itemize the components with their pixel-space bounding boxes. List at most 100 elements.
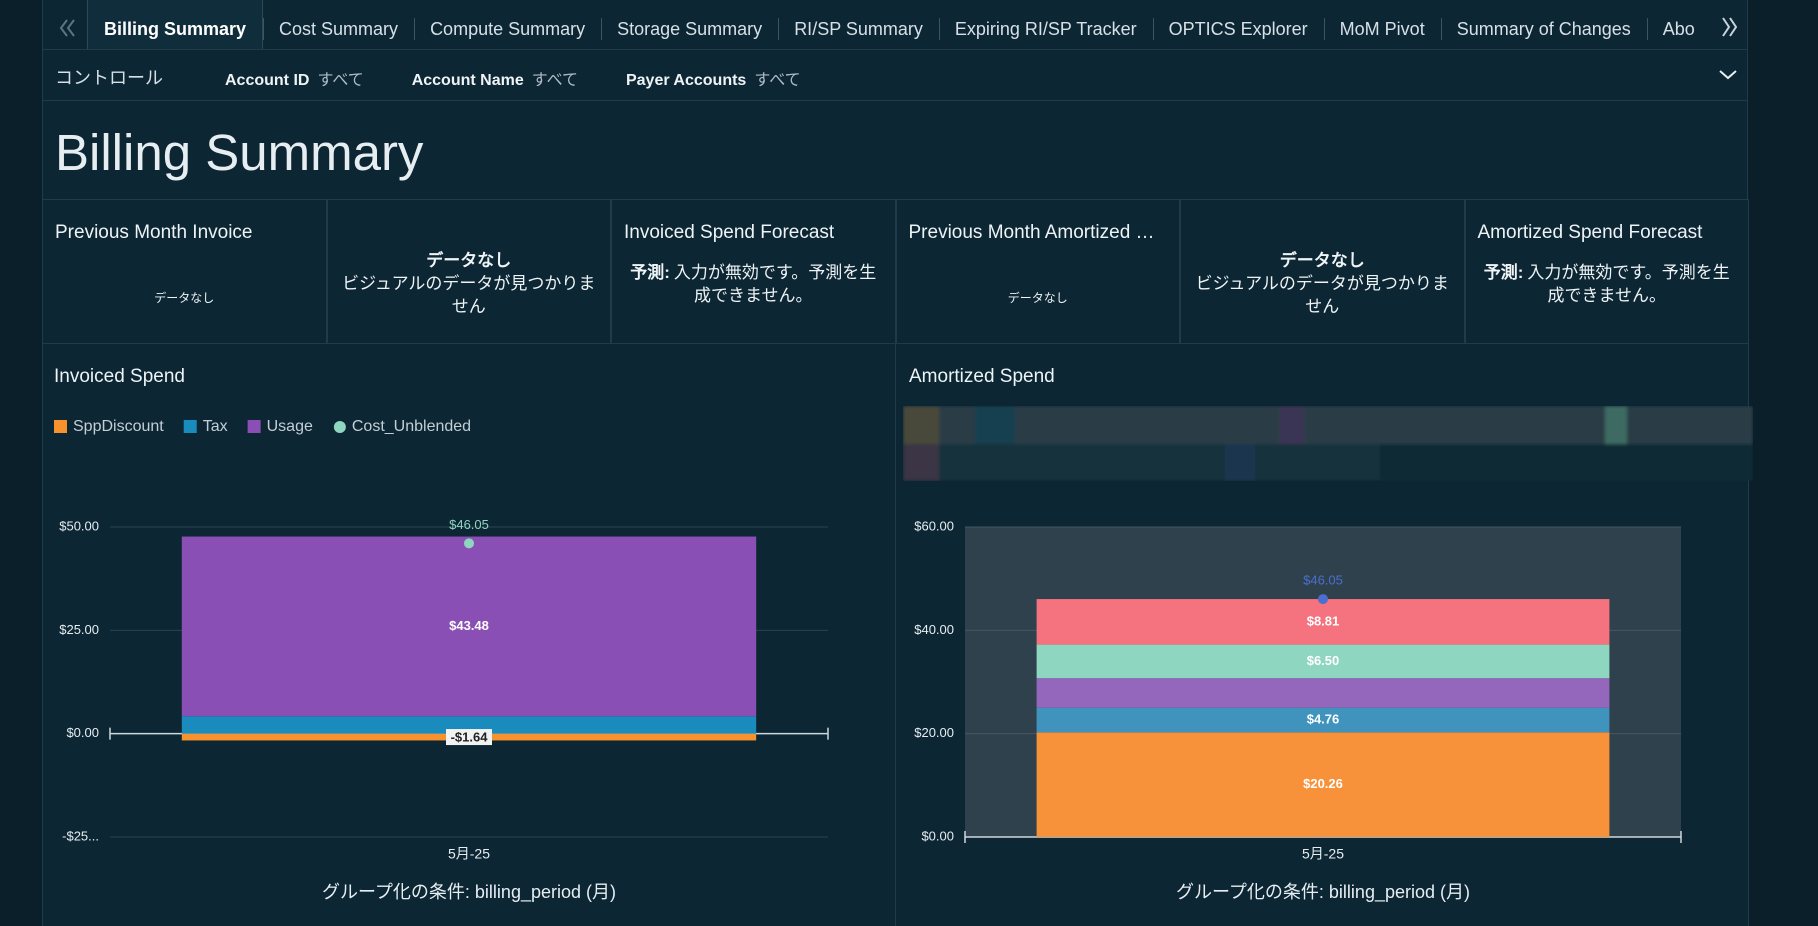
expand-controls[interactable] xyxy=(1713,60,1743,90)
bar-segment xyxy=(1036,644,1610,679)
tab[interactable]: OPTICS Explorer xyxy=(1152,0,1324,49)
x-tick-label: 5月-25 xyxy=(448,846,490,862)
data-label: $8.81 xyxy=(1307,613,1340,628)
kpi-body: 予測: 入力が無効です。予測を生成できません。 xyxy=(1476,224,1739,343)
tab[interactable]: Cost Summary xyxy=(263,0,414,49)
bar-segment xyxy=(1036,599,1610,645)
legend-swatch xyxy=(333,421,346,433)
kpi-label: 予測: xyxy=(1483,262,1524,282)
tab[interactable]: Storage Summary xyxy=(601,0,778,49)
kpi-message: 入力が無効です。予測を生成できません。 xyxy=(1527,262,1730,305)
tab[interactable]: Compute Summary xyxy=(414,0,601,49)
kpi-body: データなしビジュアルのデータが見つかりません xyxy=(1191,224,1454,343)
kpi-card: データなしビジュアルのデータが見つかりません xyxy=(326,199,611,344)
data-label: $6.50 xyxy=(1307,653,1340,668)
filter[interactable]: Account ID すべて xyxy=(225,66,364,90)
kpi-title: Previous Month Invoice xyxy=(55,222,253,243)
data-label: $46.05 xyxy=(449,517,489,532)
kpi-heading: データなし xyxy=(1279,251,1365,270)
kpi-card: Amortized Spend Forecast 予測: 入力が無効です。予測を生成… xyxy=(1464,199,1749,344)
data-label: $46.05 xyxy=(1303,573,1343,588)
y-tick-label: $0.00 xyxy=(921,828,954,843)
bar-segment xyxy=(181,716,757,734)
kpi-message: ビジュアルのデータが見つかりません xyxy=(342,274,596,316)
sheet-title-panel: Billing Summary xyxy=(42,100,1748,200)
line-point xyxy=(464,538,474,549)
kpi-body: データなし xyxy=(907,224,1170,343)
tab[interactable]: Summary of Changes xyxy=(1440,0,1647,49)
data-label: $20.26 xyxy=(1303,776,1343,791)
filter-name: Account Name xyxy=(411,72,524,89)
legend-label: Tax xyxy=(203,418,228,435)
y-tick-label: -$25... xyxy=(62,828,99,843)
y-tick-label: $20.00 xyxy=(914,725,954,740)
legend-label: Usage xyxy=(267,418,313,435)
chart-title: Amortized Spend xyxy=(909,366,1055,387)
bar-segment xyxy=(1036,678,1610,708)
tab[interactable]: RI/SP Summary xyxy=(778,0,939,49)
legend-label: Cost_Unblended xyxy=(352,418,471,435)
kpi-card: Invoiced Spend Forecast 予測: 入力が無効です。予測を生成で… xyxy=(611,199,896,344)
sheet-title: Billing Summary xyxy=(55,124,424,181)
x-axis-title: グループ化の条件: billing_period (月) xyxy=(322,882,616,903)
scroll-right[interactable] xyxy=(1707,0,1747,49)
data-label-bg xyxy=(446,729,492,746)
kpi-forecast: 予測: 入力が無効です。予測を生成できません。 xyxy=(622,261,885,307)
kpi-label: 予測: xyxy=(630,262,670,282)
controls-label[interactable]: コントロール xyxy=(55,68,163,88)
chart-title: Invoiced Spend xyxy=(54,366,185,387)
y-tick-label: $60.00 xyxy=(914,518,954,533)
bar-segment xyxy=(1036,707,1610,733)
filters: Account ID すべて Account Name すべて Payer Accoun… xyxy=(225,66,801,90)
x-tick-label: 5月-25 xyxy=(1302,846,1344,862)
kpi-card: データなしビジュアルのデータが見つかりません xyxy=(1180,199,1465,344)
legend-swatch xyxy=(247,420,261,433)
filter-value: すべて xyxy=(317,72,364,89)
legend-label: SppDiscount xyxy=(73,418,164,435)
legend-swatch xyxy=(54,420,67,433)
y-tick-label: $0.00 xyxy=(66,725,99,740)
legend-swatch xyxy=(183,420,197,433)
data-label: $4.76 xyxy=(1307,711,1340,726)
filter-name: Account ID xyxy=(225,72,310,89)
kpi-card: Previous Month Invoice データなし xyxy=(42,199,327,344)
kpi-message: データなし xyxy=(154,291,215,305)
x-axis-title: グループ化の条件: billing_period (月) xyxy=(1176,882,1470,903)
data-label: $43.48 xyxy=(449,618,489,633)
kpi-body: データなし xyxy=(53,224,316,343)
kpi-heading: データなし xyxy=(426,251,512,270)
kpi-row: Previous Month Invoice データなし データなし ビジュアルのデー… xyxy=(42,199,1749,344)
filter[interactable]: Payer Accounts すべて xyxy=(626,66,801,90)
tab-bar: Billing Summary Cost Summary Compute Summa… xyxy=(42,0,1748,50)
filter-name: Payer Accounts xyxy=(625,72,747,89)
tab[interactable]: Expiring RI/SP Tracker xyxy=(938,0,1153,49)
kpi-title: Invoiced Spend Forecast xyxy=(624,222,835,243)
controls-bar: コントロール Account ID すべて Account Name すべて Payer… xyxy=(42,49,1748,101)
y-tick-label: $40.00 xyxy=(914,622,954,637)
kpi-message: 入力が無効です。予測を生成できません。 xyxy=(673,262,877,305)
kpi-body: 予測: 入力が無効です。予測を生成できません。 xyxy=(622,224,885,343)
filter-value: すべて xyxy=(531,72,578,89)
tab[interactable]: MoM Pivot xyxy=(1323,0,1441,49)
kpi-message: データなし xyxy=(1007,291,1068,305)
tab[interactable]: Billing Summary xyxy=(87,0,264,49)
kpi-title: Amortized Spend Forecast xyxy=(1477,222,1703,243)
tab[interactable]: Abo xyxy=(1646,0,1705,49)
bar-segment xyxy=(181,536,757,717)
kpi-message: ビジュアルのデータが見つかりません xyxy=(1195,274,1449,316)
obscured-legend xyxy=(903,406,1753,481)
kpi-forecast: 予測: 入力が無効です。予測を生成できません。 xyxy=(1476,261,1739,307)
y-tick-label: $50.00 xyxy=(59,518,99,533)
filter-value: すべて xyxy=(754,72,801,89)
y-tick-label: $25.00 xyxy=(59,622,99,637)
scroll-left[interactable] xyxy=(47,0,87,49)
line-point xyxy=(1318,594,1328,605)
filter[interactable]: Account Name すべて xyxy=(412,66,578,90)
kpi-body: データなしビジュアルのデータが見つかりません xyxy=(338,224,601,343)
bar-segment xyxy=(1036,732,1610,837)
tabs: Billing Summary Cost Summary Compute Summa… xyxy=(87,0,1705,49)
data-label: -$1.64 xyxy=(451,729,489,744)
kpi-title: Previous Month Amortized … xyxy=(908,222,1155,243)
